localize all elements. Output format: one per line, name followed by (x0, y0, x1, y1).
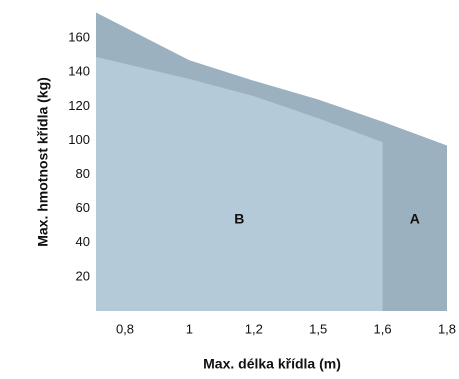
y-tick-label: 60 (76, 200, 90, 215)
y-tick-label: 120 (68, 98, 90, 113)
y-tick-label: 40 (76, 234, 90, 249)
region-label: A (410, 211, 420, 227)
y-tick-label: 20 (76, 268, 90, 283)
x-tick-label: 1,2 (245, 321, 263, 336)
x-axis-label: Max. délka křídla (m) (203, 356, 341, 372)
y-tick-label: 80 (76, 166, 90, 181)
area (96, 56, 383, 311)
x-tick-label: 1,5 (309, 321, 327, 336)
x-tick-label: 1 (186, 321, 193, 336)
x-tick-label: 1,8 (438, 321, 456, 336)
y-tick-label: 140 (68, 64, 90, 79)
x-tick-label: 0,8 (116, 321, 134, 336)
y-tick-label: 160 (68, 30, 90, 45)
y-axis-label: Max. hmotnost křídla (kg) (35, 77, 51, 247)
y-tick-label: 100 (68, 132, 90, 147)
region-label: B (234, 211, 244, 227)
x-tick-label: 1,6 (374, 321, 392, 336)
